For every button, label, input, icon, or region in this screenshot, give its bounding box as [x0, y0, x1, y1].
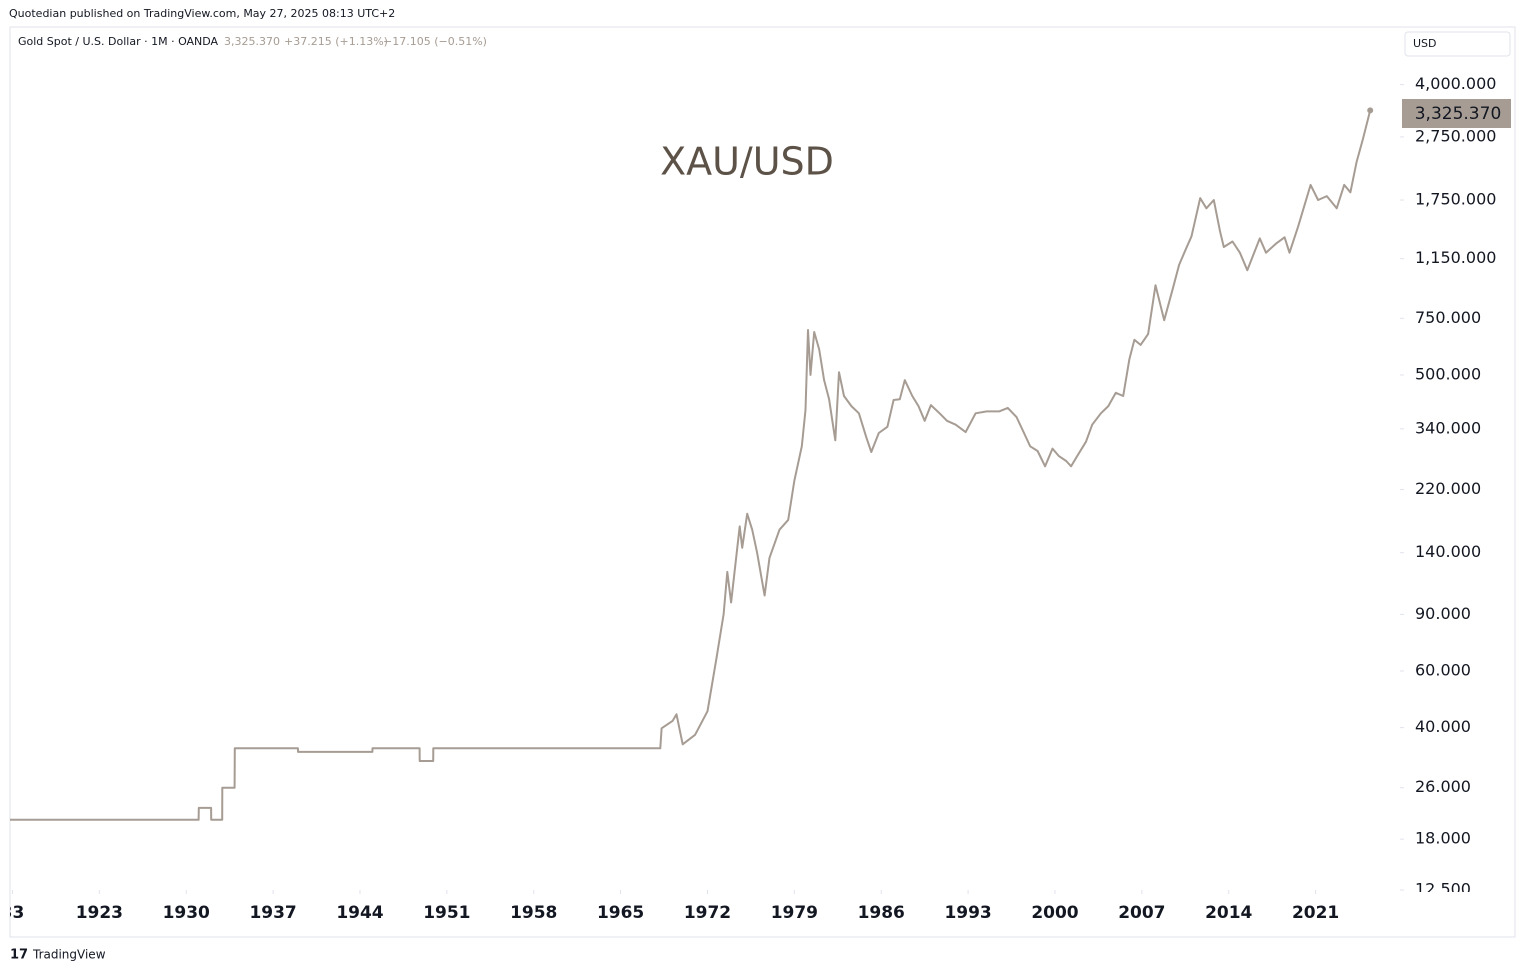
x-tick-label: 1951 [423, 903, 470, 923]
y-tick-label: 500.000 [1415, 364, 1481, 383]
y-tick-label: 12.500 [1415, 880, 1471, 899]
x-tick-label: 1930 [163, 903, 210, 923]
x-tick-label: 2000 [1031, 903, 1078, 923]
y-tick-label: 90.000 [1415, 604, 1471, 623]
price-line [10, 110, 1372, 821]
chart-title: XAU/USD [660, 140, 834, 184]
x-tick-label: 2007 [1118, 903, 1165, 923]
x-tick-label: 1986 [858, 903, 905, 923]
last-price: 3,325.370 [224, 35, 280, 48]
y-tick-label: 1,150.000 [1415, 248, 1496, 267]
x-tick-label: 1944 [336, 903, 383, 923]
x-tick-label: 1993 [944, 903, 991, 923]
change: +37.215 (+1.13%) [284, 35, 388, 48]
x-tick-label: 33 [1, 903, 25, 923]
currency-button[interactable] [1404, 31, 1511, 57]
y-tick-label: 220.000 [1415, 479, 1481, 498]
x-tick-label: 1972 [684, 903, 731, 923]
last-price-label: 3,325.370 [1415, 104, 1502, 124]
x-tick-label: 1965 [597, 903, 644, 923]
y-tick-label: 140.000 [1415, 542, 1481, 561]
brand: TradingView [32, 948, 106, 962]
currency[interactable]: USD [1413, 37, 1437, 50]
publisher: Quotedian published on TradingView.com, … [9, 7, 395, 20]
x-tick-label: 2021 [1292, 903, 1339, 923]
x-tick-label: 1937 [249, 903, 296, 923]
y-tick-label: 60.000 [1415, 660, 1471, 679]
symbol: Gold Spot / U.S. Dollar · 1M · OANDA [18, 35, 219, 48]
y-tick-label: 4,000.000 [1415, 74, 1496, 93]
y-tick-label: 26.000 [1415, 777, 1471, 796]
logo: 17 [10, 948, 28, 963]
last-price-box [1402, 99, 1511, 128]
y-tick-label: 2,750.000 [1415, 126, 1496, 145]
x-tick-label: 1979 [771, 903, 818, 923]
last-point [1367, 107, 1374, 114]
y-tick-label: 340.000 [1415, 418, 1481, 437]
y-tick-label: 750.000 [1415, 308, 1481, 327]
x-tick-label: 2014 [1205, 903, 1252, 923]
y-tick-label: 18.000 [1415, 829, 1471, 848]
x-tick-label: 1923 [76, 903, 123, 923]
change2: −17.105 (−0.51%) [383, 35, 487, 48]
frame [9, 26, 1516, 938]
x-tick-label: 1958 [510, 903, 557, 923]
y-tick-label: 1,750.000 [1415, 190, 1496, 209]
y-tick-label: 40.000 [1415, 717, 1471, 736]
